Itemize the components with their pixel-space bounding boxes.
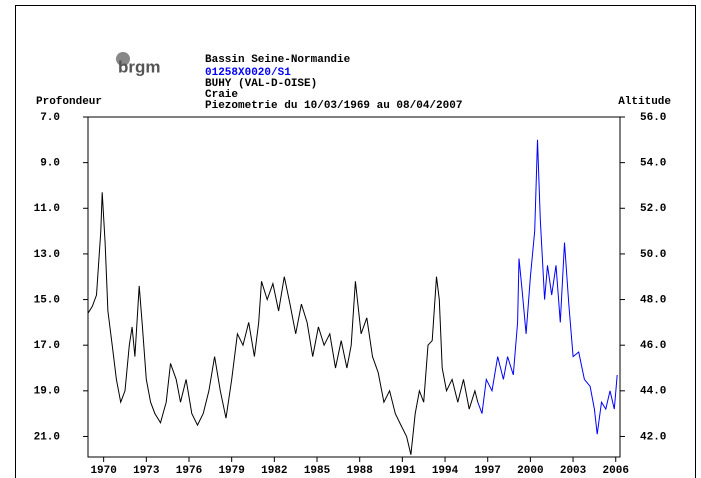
x-tick-label: 1997 — [475, 465, 501, 477]
logo-mark — [116, 52, 130, 66]
x-tick-label: 1976 — [176, 465, 202, 477]
y2-tick-label: 50.0 — [640, 249, 666, 261]
x-tick-label: 1985 — [304, 465, 331, 477]
x-tick-label: 1973 — [133, 465, 160, 477]
y-tick-label: 13.0 — [34, 249, 60, 261]
logo-text: brgm — [118, 57, 161, 76]
y2-tick-label: 52.0 — [640, 203, 666, 215]
y2-axis-label: Altitude — [618, 96, 671, 108]
station-location: BUHY (VAL-D-OISE) — [205, 78, 317, 90]
x-tick-label: 2000 — [517, 465, 543, 477]
plot-area — [87, 116, 621, 458]
y-tick-label: 17.0 — [34, 340, 60, 352]
x-tick-label: 1994 — [432, 465, 459, 477]
y2-tick-label: 42.0 — [640, 431, 666, 443]
y-tick-label: 15.0 — [34, 294, 60, 306]
data-line — [87, 192, 479, 455]
x-tick-label: 2006 — [603, 465, 629, 477]
frame — [15, 5, 696, 478]
y2-tick-label: 54.0 — [640, 158, 666, 170]
x-tick-label: 1970 — [90, 465, 116, 477]
station-code: 01258X0020/S1 — [205, 67, 291, 79]
chart-subtitle: Piezometrie du 10/03/1969 au 08/04/2007 — [205, 100, 462, 112]
x-tick-label: 1991 — [389, 465, 416, 477]
y-tick-label: 9.0 — [40, 158, 60, 170]
chart-title: Bassin Seine-Normandie — [205, 54, 351, 66]
x-tick-label: 1979 — [218, 465, 244, 477]
y-tick-label: 7.0 — [40, 112, 60, 124]
y2-tick-label: 46.0 — [640, 340, 666, 352]
y-tick-label: 11.0 — [34, 203, 60, 215]
data-line — [477, 139, 618, 435]
y-tick-label: 19.0 — [34, 386, 60, 398]
y-tick-label: 21.0 — [34, 431, 60, 443]
x-tick-label: 1982 — [261, 465, 287, 477]
y2-tick-label: 44.0 — [640, 386, 666, 398]
aquifer: Craie — [205, 89, 238, 101]
y2-tick-label: 56.0 — [640, 112, 666, 124]
x-tick-label: 1988 — [346, 465, 373, 477]
y-axis-label: Profondeur — [36, 96, 102, 108]
y2-tick-label: 48.0 — [640, 294, 666, 306]
x-tick-label: 2003 — [560, 465, 587, 477]
